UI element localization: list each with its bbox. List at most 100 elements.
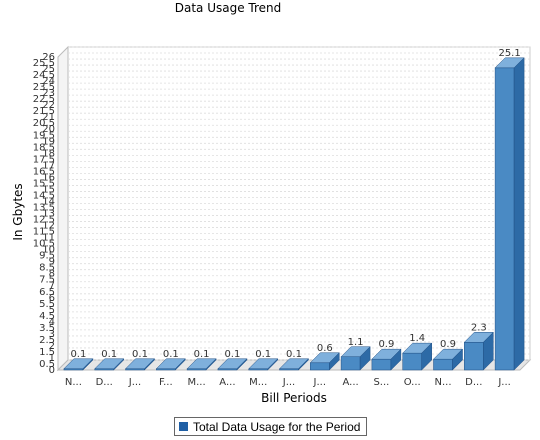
x-tick-label: D... (465, 377, 482, 388)
y-tick-label: 5 (49, 305, 55, 316)
bar-side (82, 358, 94, 371)
y-tick-label: 24.5 (33, 70, 55, 81)
y-tick-label: 0.5 (39, 359, 55, 370)
bar-side (267, 358, 278, 371)
y-tick-label: 14.5 (33, 190, 55, 201)
y-tick-label: 3 (49, 329, 55, 340)
bar (155, 358, 186, 371)
data-label: 0.1 (255, 349, 271, 360)
y-tick-label: 25 (42, 64, 55, 75)
y-tick-label: 21 (42, 112, 55, 123)
y-tick-label: 18.5 (33, 142, 55, 153)
y-tick-label: 20 (42, 124, 55, 135)
data-label: 0.1 (132, 349, 148, 360)
bar-front (464, 342, 484, 371)
data-label: 0.9 (378, 339, 394, 350)
bar (340, 346, 371, 371)
x-tick-label: J... (128, 377, 142, 388)
bar-side (175, 358, 186, 371)
y-tick-label: 14 (42, 196, 55, 207)
y-tick-label: 10.5 (33, 239, 55, 250)
chart-title: Data Usage Trend (175, 1, 282, 15)
bar-side (421, 342, 432, 371)
bar-front (371, 358, 392, 371)
bar (186, 358, 217, 371)
bar (124, 358, 156, 371)
x-tick-label: J... (313, 377, 327, 388)
bar-front (340, 356, 361, 371)
y-tick-label: 24 (42, 76, 55, 87)
bar (494, 57, 525, 371)
bar-side (205, 358, 217, 371)
y-tick-label: 19.5 (33, 130, 55, 141)
y-tick-label: 8.5 (39, 263, 55, 274)
bar-side (298, 358, 309, 371)
y-tick-label: 12.5 (33, 215, 55, 226)
data-label: 0.1 (224, 349, 240, 360)
y-tick-label: 3.5 (39, 323, 55, 334)
data-label: 2.3 (471, 322, 487, 333)
y-tick-label: 17.5 (33, 154, 55, 165)
legend-swatch (179, 422, 188, 431)
x-tick-label: M... (188, 377, 206, 388)
y-tick-label: 15.5 (33, 178, 55, 189)
y-axis-label: In Gbytes (11, 183, 25, 240)
data-label: 0.1 (194, 349, 210, 360)
x-tick-label: J... (497, 377, 511, 388)
data-label: 25.1 (498, 48, 520, 59)
x-tick-label: F... (159, 377, 173, 388)
data-label: 0.6 (317, 343, 333, 354)
y-tick-label: 4.5 (39, 311, 55, 322)
bar (402, 342, 433, 371)
y-tick-label: 0 (49, 365, 55, 376)
y-tick-label: 6 (49, 293, 55, 304)
x-tick-label: A... (342, 377, 358, 388)
y-tick-label: 15 (42, 184, 55, 195)
y-tick-label: 4 (49, 317, 55, 328)
bar-side (452, 348, 463, 371)
x-tick-label: A... (219, 377, 235, 388)
x-tick-label: J... (282, 377, 296, 388)
bar-side (236, 358, 248, 371)
y-tick-label: 7.5 (39, 275, 55, 286)
y-tick-label: 20.5 (33, 118, 55, 129)
y-tick-label: 25.5 (33, 58, 55, 69)
y-tick-label: 18 (42, 148, 55, 159)
x-axis-ticks: N... D... J... F... M... A... M... J... J... A...… (65, 377, 511, 388)
y-tick-label: 11 (42, 233, 55, 244)
y-tick-label: 23.5 (33, 82, 55, 93)
y-tick-label: 23 (42, 88, 55, 99)
bar (94, 358, 125, 371)
data-label: 0.1 (70, 349, 86, 360)
bar-side (329, 352, 340, 371)
y-tick-label: 5.5 (39, 299, 55, 310)
bar-front (402, 352, 422, 371)
x-tick-label: N... (434, 377, 451, 388)
bar-side (483, 331, 494, 371)
y-tick-label: 26 (42, 52, 55, 63)
side-wall (57, 45, 69, 372)
y-tick-label: 2 (49, 341, 55, 352)
legend: Total Data Usage for the Period (174, 417, 368, 436)
bar (278, 358, 310, 371)
y-tick-label: 12 (42, 221, 55, 232)
bar (463, 331, 494, 371)
data-label: 0.9 (440, 339, 456, 350)
y-tick-label: 6.5 (39, 287, 55, 298)
y-tick-label: 9.5 (39, 251, 55, 262)
bar (217, 358, 248, 371)
data-label: 0.1 (101, 349, 117, 360)
y-tick-label: 22.5 (33, 94, 55, 105)
data-label: 1.4 (409, 333, 425, 344)
data-label: 0.1 (163, 349, 179, 360)
x-tick-label: O... (404, 377, 421, 388)
data-label: 1.1 (348, 337, 364, 348)
y-tick-label: 19 (42, 136, 55, 147)
x-tick-label: M... (249, 377, 267, 388)
y-tick-label: 11.5 (33, 227, 55, 238)
y-tick-label: 16 (42, 172, 55, 183)
y-tick-label: 13.5 (33, 202, 55, 213)
bar-front (310, 362, 330, 371)
y-tick-label: 10 (42, 245, 55, 256)
x-tick-label: D... (96, 377, 113, 388)
